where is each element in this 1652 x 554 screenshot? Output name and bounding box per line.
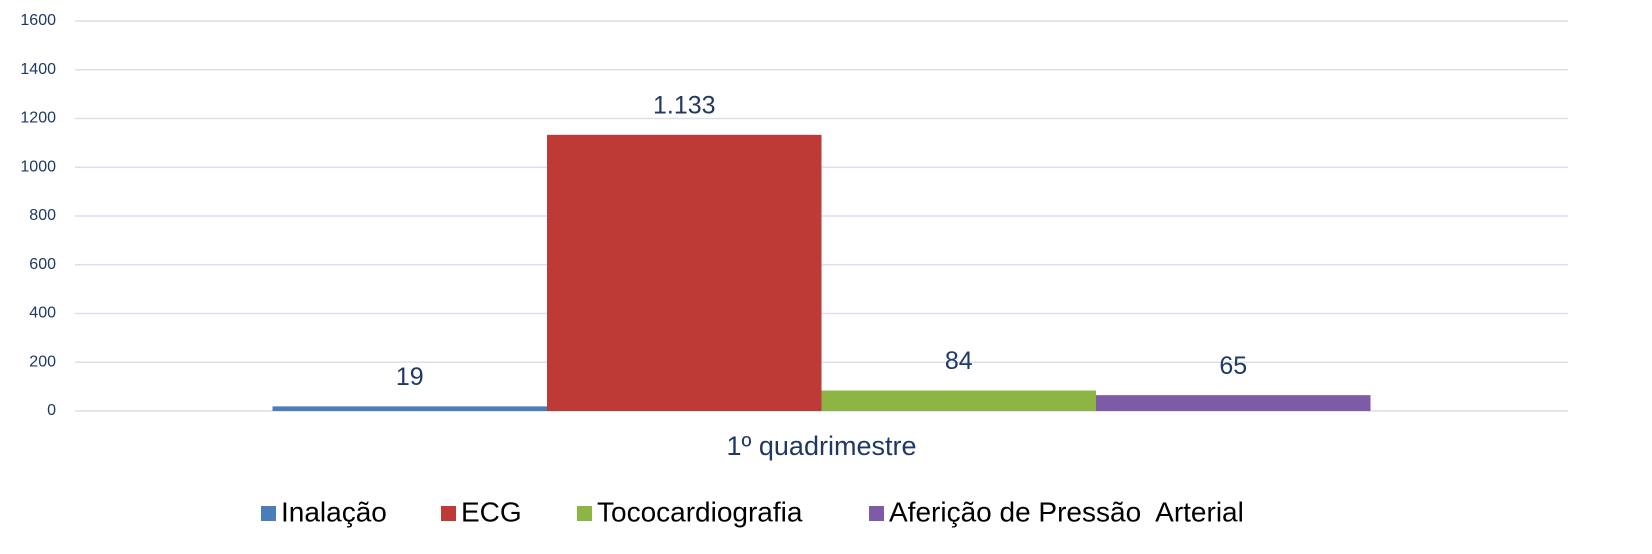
legend-swatch [577,506,592,521]
y-tick-label: 1400 [20,61,56,78]
y-tick-label: 400 [29,305,56,322]
y-tick-label: 0 [47,402,56,419]
y-tick-label: 1600 [20,12,56,29]
legend-swatch [441,506,456,521]
value-label: 19 [396,363,424,391]
x-tick-label: 1º quadrimestre [727,431,917,461]
bar [821,390,1096,411]
bar [1096,395,1371,411]
value-label: 1.133 [653,91,716,119]
y-tick-label: 1000 [20,158,56,175]
y-tick-label: 1200 [20,110,56,127]
value-label: 65 [1219,352,1247,380]
y-tick-label: 200 [29,353,56,370]
legend-label: Aferição de Pressão Arterial [889,496,1244,527]
y-tick-label: 800 [29,207,56,224]
legend-label: Tococardiografia [597,496,803,527]
legend-swatch [869,506,884,521]
y-tick-label: 600 [29,256,56,273]
bar [547,134,822,412]
value-label: 84 [945,347,973,375]
legend-label: Inalação [281,496,387,527]
legend-swatch [261,506,276,521]
legend-label: ECG [461,496,522,527]
bar [272,406,547,411]
